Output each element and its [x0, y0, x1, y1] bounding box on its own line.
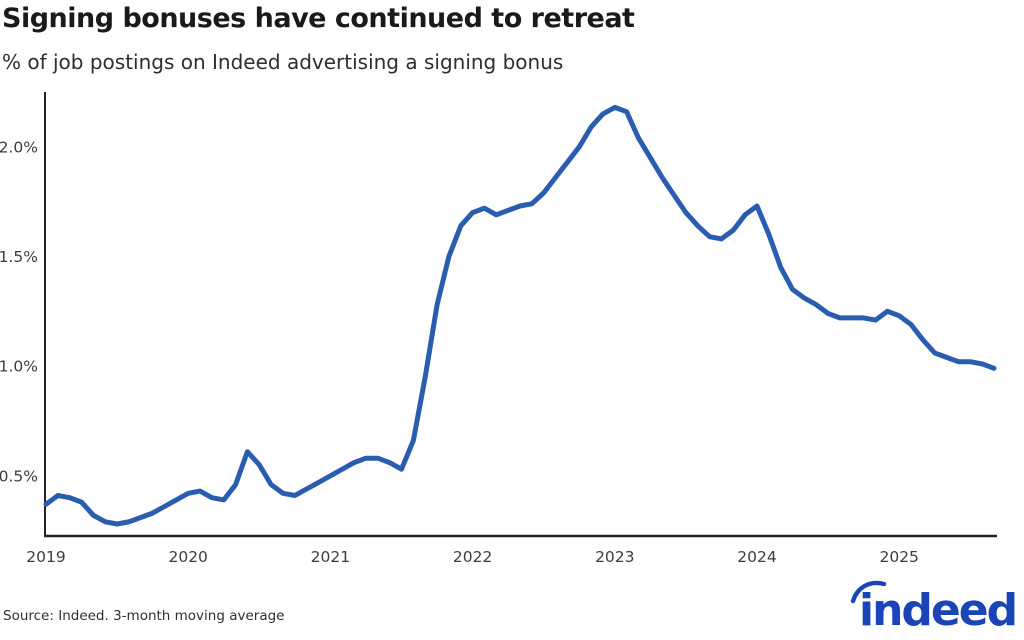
y-tick-label: 1.5%: [0, 248, 38, 266]
y-tick-label: 2.0%: [0, 138, 38, 156]
logo-wordmark: indeed: [859, 585, 1016, 636]
y-tick-labels: 0.5% 1.0% 1.5% 2.0%: [0, 138, 38, 485]
x-tick-label: 2020: [168, 548, 207, 566]
x-tick-label: 2023: [595, 548, 634, 566]
y-tick-label: 0.5%: [0, 467, 38, 485]
x-tick-label: 2025: [879, 548, 918, 566]
chart-subtitle: % of job postings on Indeed advertising …: [2, 50, 564, 74]
x-tick-label: 2024: [737, 548, 776, 566]
x-tick-label: 2021: [311, 548, 350, 566]
x-tick-label: 2019: [26, 548, 65, 566]
chart-title: Signing bonuses have continued to retrea…: [2, 3, 635, 34]
x-tick-labels: 2019 2020 2021 2022 2023 2024 2025: [26, 548, 919, 566]
x-tick-label: 2022: [453, 548, 492, 566]
y-tick-label: 1.0%: [0, 358, 38, 376]
indeed-logo: indeed: [850, 580, 1018, 636]
data-line: [43, 104, 997, 527]
source-note: Source: Indeed. 3-month moving average: [3, 608, 285, 624]
logo-swoosh-icon: [850, 580, 887, 604]
